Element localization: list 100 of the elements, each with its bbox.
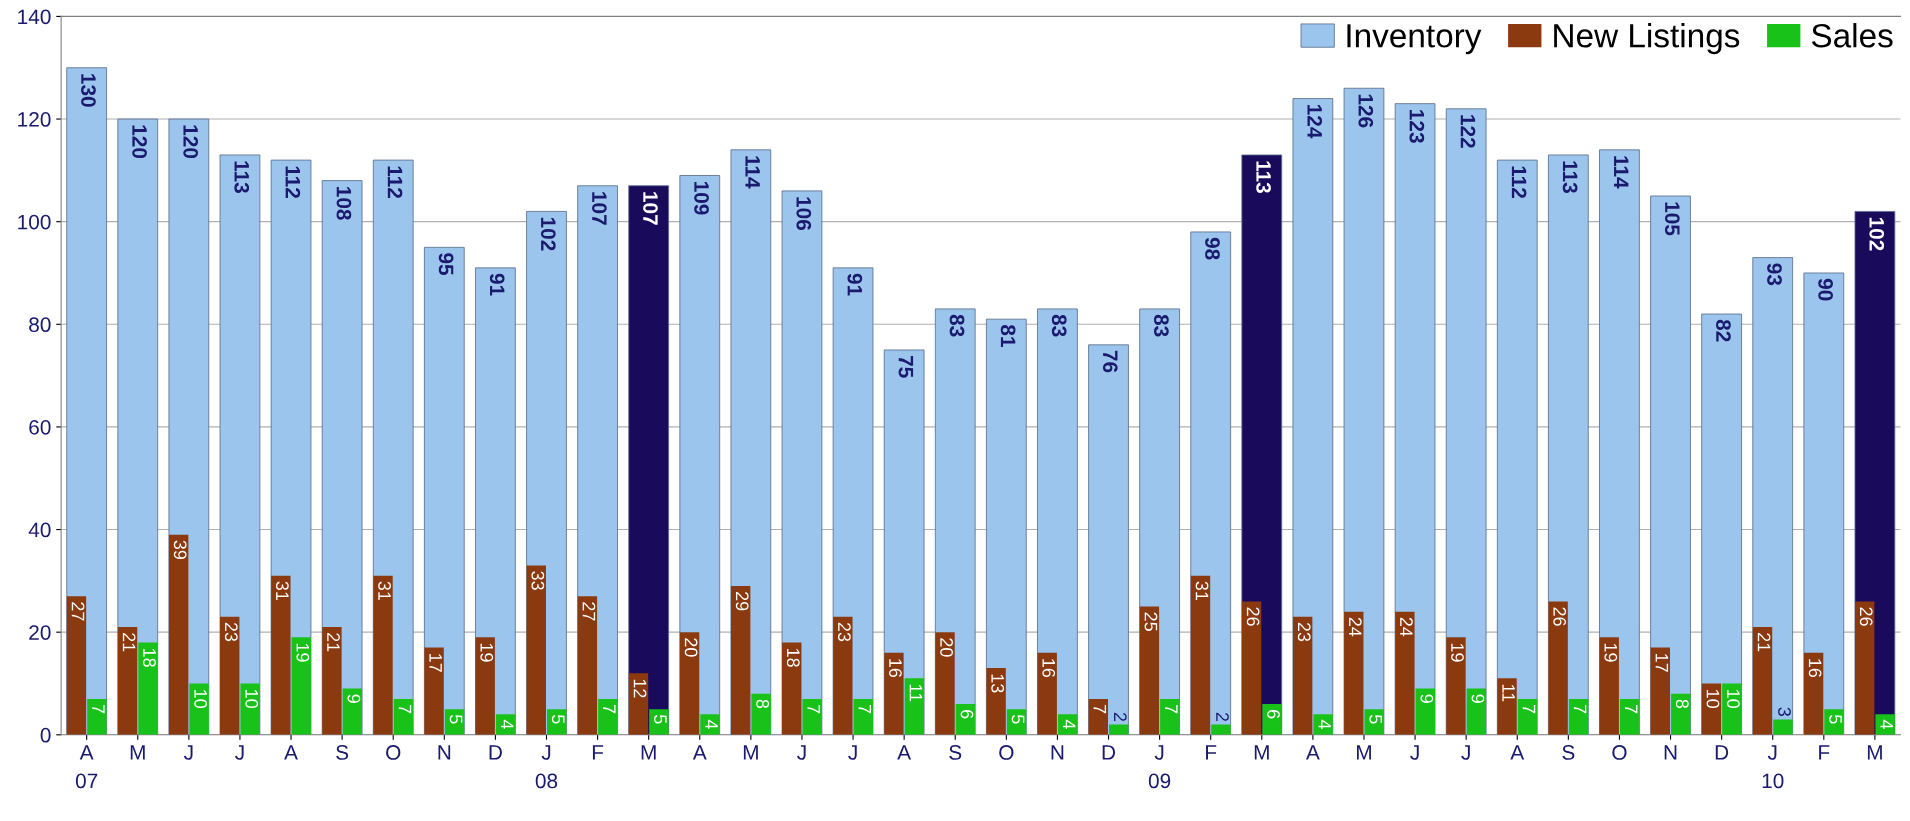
data-label: 4 <box>1062 719 1076 729</box>
x-tick-label: O <box>1612 745 1627 760</box>
bar <box>1752 627 1773 735</box>
bar <box>342 688 363 735</box>
data-label: 24 <box>1349 617 1362 637</box>
data-label: 124 <box>1307 104 1323 139</box>
data-label: 19 <box>1451 643 1464 662</box>
data-label: 112 <box>1511 166 1527 199</box>
bar <box>1568 698 1589 735</box>
bar <box>475 637 495 735</box>
x-tick-label: J <box>797 745 806 760</box>
data-label: 82 <box>1716 319 1731 342</box>
data-label: 2 <box>1114 712 1127 722</box>
data-label: 26 <box>1553 607 1567 626</box>
bar <box>679 632 700 735</box>
data-label: 95 <box>438 253 454 276</box>
data-label: 16 <box>1042 659 1056 678</box>
x-tick-label: D <box>489 745 502 760</box>
data-label: 27 <box>582 602 596 621</box>
data-label: 5 <box>1369 714 1382 724</box>
data-label: 113 <box>1256 161 1271 193</box>
x-tick-label: M <box>1357 745 1371 760</box>
data-label: 17 <box>1655 654 1669 672</box>
bar <box>1088 344 1129 735</box>
data-label: 18 <box>786 648 800 667</box>
data-label: 5 <box>449 714 463 724</box>
bar <box>1415 688 1435 735</box>
bar <box>700 714 720 735</box>
bar <box>649 709 669 735</box>
bar <box>628 673 649 735</box>
bar <box>322 627 342 735</box>
data-label: 10 <box>245 689 259 708</box>
data-label: 4 <box>705 719 718 729</box>
data-label: 3 <box>1778 707 1791 717</box>
x-tick-label: D <box>1102 745 1116 760</box>
bar <box>1292 616 1313 735</box>
data-label: 20 <box>684 638 698 657</box>
x-tick-label: A <box>284 745 298 760</box>
bar <box>526 565 546 735</box>
x-tick-label: F <box>1206 745 1217 760</box>
bar <box>1854 601 1875 735</box>
data-label: 120 <box>132 125 147 159</box>
bar <box>117 627 138 735</box>
x-tick-label: J <box>1410 745 1419 760</box>
x-tick-label: A <box>1510 745 1525 760</box>
y-tick-label: 20 <box>29 625 51 640</box>
data-label: 31 <box>378 581 391 601</box>
data-label: 7 <box>1093 704 1107 714</box>
data-label: 112 <box>285 166 301 199</box>
bar <box>138 642 158 735</box>
bar <box>1496 159 1538 735</box>
bar <box>1650 647 1671 735</box>
data-label: 39 <box>173 540 187 560</box>
data-label: 2 <box>1216 712 1229 722</box>
data-label: 122 <box>1460 115 1476 148</box>
bar <box>986 668 1006 735</box>
bar <box>1875 714 1895 735</box>
data-label: 21 <box>1757 633 1771 652</box>
bar <box>393 698 414 735</box>
data-label: 11 <box>1502 684 1515 702</box>
bar <box>240 683 260 735</box>
data-label: 75 <box>898 355 914 378</box>
bar <box>1139 606 1160 735</box>
data-label: 112 <box>387 166 403 199</box>
data-label: 29 <box>735 592 749 611</box>
data-label: 16 <box>889 659 902 678</box>
data-label: 7 <box>858 704 872 714</box>
x-tick-label: M <box>1867 745 1882 760</box>
bar <box>751 693 771 735</box>
bar <box>271 575 291 735</box>
x-tick-label: J <box>848 745 857 760</box>
data-label: 93 <box>1767 263 1782 286</box>
data-label: 25 <box>1144 612 1158 631</box>
data-label: 8 <box>756 699 770 709</box>
x-tick-label: M <box>130 745 145 760</box>
bar <box>1241 601 1262 735</box>
data-label: 98 <box>1205 237 1220 260</box>
x-tick-label: S <box>1562 745 1575 760</box>
bar <box>577 596 598 735</box>
x-tick-label: J 10 <box>1762 745 1784 789</box>
data-label: 9 <box>347 694 361 703</box>
data-label: 21 <box>122 633 136 652</box>
data-label: 5 <box>1829 714 1842 724</box>
bar <box>1497 678 1517 735</box>
legend-label: Inventory <box>1347 24 1482 55</box>
bar <box>1599 637 1619 735</box>
x-tick-label: J <box>183 745 193 760</box>
x-tick-label: O <box>386 745 401 760</box>
bar <box>1037 652 1057 735</box>
bar <box>833 616 853 735</box>
data-label: 33 <box>531 571 545 590</box>
bar <box>730 585 751 735</box>
bar <box>1466 688 1487 735</box>
data-label: 83 <box>949 314 965 337</box>
y-tick-label: 40 <box>28 522 51 538</box>
x-tick-label: N <box>438 745 451 760</box>
bar <box>1211 724 1231 735</box>
y-tick-label: 140 <box>18 9 51 25</box>
y-tick-label: 120 <box>18 112 51 127</box>
data-label: 6 <box>1267 710 1280 719</box>
